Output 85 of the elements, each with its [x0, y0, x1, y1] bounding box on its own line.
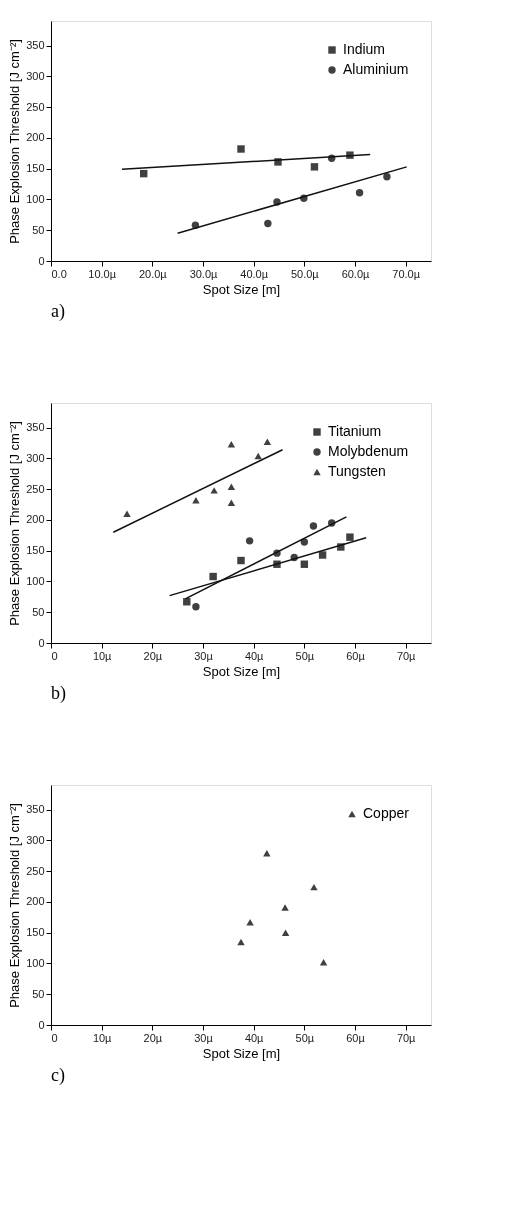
point	[227, 483, 236, 490]
text: c)	[51, 1065, 65, 1086]
x-tick-label: 0.0	[51, 267, 67, 280]
x-tick-label: 70µ	[396, 649, 417, 662]
x-tick-label: 60.0µ	[341, 267, 371, 280]
y-tick-label: 0	[38, 1018, 45, 1031]
y-tick-label: 50	[32, 223, 45, 236]
y-tick-label: 50	[32, 987, 45, 1000]
x-tick-label: 10.0µ	[88, 267, 117, 280]
x-tick-label: 20.0µ	[138, 267, 168, 280]
x-tick-label: 60µ	[346, 1031, 366, 1044]
y-tick-label: 0	[38, 636, 45, 649]
x-axis-title: Spot Size [m]	[202, 663, 281, 679]
y-tick-label: 200	[26, 131, 45, 144]
y-tick-label: 250	[26, 482, 45, 495]
text: a)	[51, 301, 65, 322]
y-tick-label: 350	[26, 803, 45, 816]
x-axis-title: Spot Size [m]	[202, 281, 281, 297]
x-tick-label: 20µ	[143, 1031, 163, 1044]
legend-label: Molybdenum	[328, 443, 409, 459]
point	[355, 188, 364, 197]
point	[346, 533, 354, 541]
y-tick-label: 300	[26, 69, 45, 82]
x-tick-label: 40µ	[244, 649, 265, 662]
point	[237, 145, 245, 153]
legend-label: Aluminium	[343, 61, 409, 77]
point	[209, 572, 217, 581]
x-tick-label: 50µ	[295, 649, 315, 662]
point	[383, 172, 391, 181]
legend-label: Copper	[363, 805, 410, 821]
x-axis-title: Spot Size [m]	[202, 1045, 281, 1061]
x-tick-label: 70µ	[396, 1031, 417, 1044]
y-axis-title: Phase Explosion Threshold [J cm⁻²]	[7, 421, 23, 626]
point	[264, 219, 272, 228]
y-tick-label: 350	[26, 39, 45, 52]
legend-label: Titanium	[328, 423, 382, 439]
point	[254, 452, 262, 460]
x-tick-label: 50.0µ	[290, 267, 320, 280]
y-tick-label: 250	[26, 864, 45, 877]
point	[318, 551, 327, 559]
point	[309, 522, 318, 530]
y-tick-label: 100	[26, 574, 45, 587]
y-tick-label: 300	[26, 833, 45, 846]
legend-label: Tungsten	[328, 463, 386, 479]
x-tick-label: 10µ	[92, 649, 113, 662]
point	[227, 499, 236, 506]
y-tick-label: 150	[26, 544, 45, 557]
y-tick-label: 350	[26, 421, 45, 434]
point	[263, 850, 271, 857]
y-tick-label: 100	[26, 192, 45, 205]
y-tick-label: 50	[32, 605, 45, 618]
point	[237, 556, 245, 565]
point	[281, 929, 290, 936]
x-tick-label: 60µ	[346, 649, 366, 662]
x-tick-label: 50µ	[295, 1031, 315, 1044]
point	[310, 163, 319, 171]
x-tick-label: 30µ	[194, 649, 214, 662]
y-tick-label: 100	[26, 956, 45, 969]
y-tick-label: 150	[26, 162, 45, 175]
x-tick-label: 10µ	[92, 1031, 113, 1044]
x-tick-label: 70.0µ	[392, 267, 421, 280]
point	[210, 487, 218, 494]
x-tick-label: 40µ	[244, 1031, 265, 1044]
y-tick-label: 0	[38, 254, 45, 267]
legend-label: Indium	[343, 41, 386, 57]
x-tick-label: 0	[51, 1031, 58, 1044]
point	[192, 602, 200, 611]
x-tick-label: 20µ	[143, 649, 163, 662]
point	[123, 510, 131, 517]
y-tick-label: 200	[26, 895, 45, 908]
point	[245, 537, 254, 545]
x-tick-label: 0	[51, 649, 58, 662]
point	[237, 938, 245, 946]
y-axis-title: Phase Explosion Threshold [J cm⁻²]	[7, 39, 23, 244]
text: b)	[51, 683, 66, 704]
x-tick-label: 40.0µ	[240, 267, 269, 280]
y-tick-label: 250	[26, 100, 45, 113]
x-tick-label: 30µ	[194, 1031, 214, 1044]
x-tick-label: 30.0µ	[189, 267, 219, 280]
y-axis-title: Phase Explosion Threshold [J cm⁻²]	[7, 803, 23, 1008]
y-tick-label: 200	[26, 513, 45, 526]
point	[281, 904, 289, 911]
y-tick-label: 150	[26, 926, 45, 939]
y-tick-label: 300	[26, 451, 45, 464]
point	[263, 438, 272, 445]
